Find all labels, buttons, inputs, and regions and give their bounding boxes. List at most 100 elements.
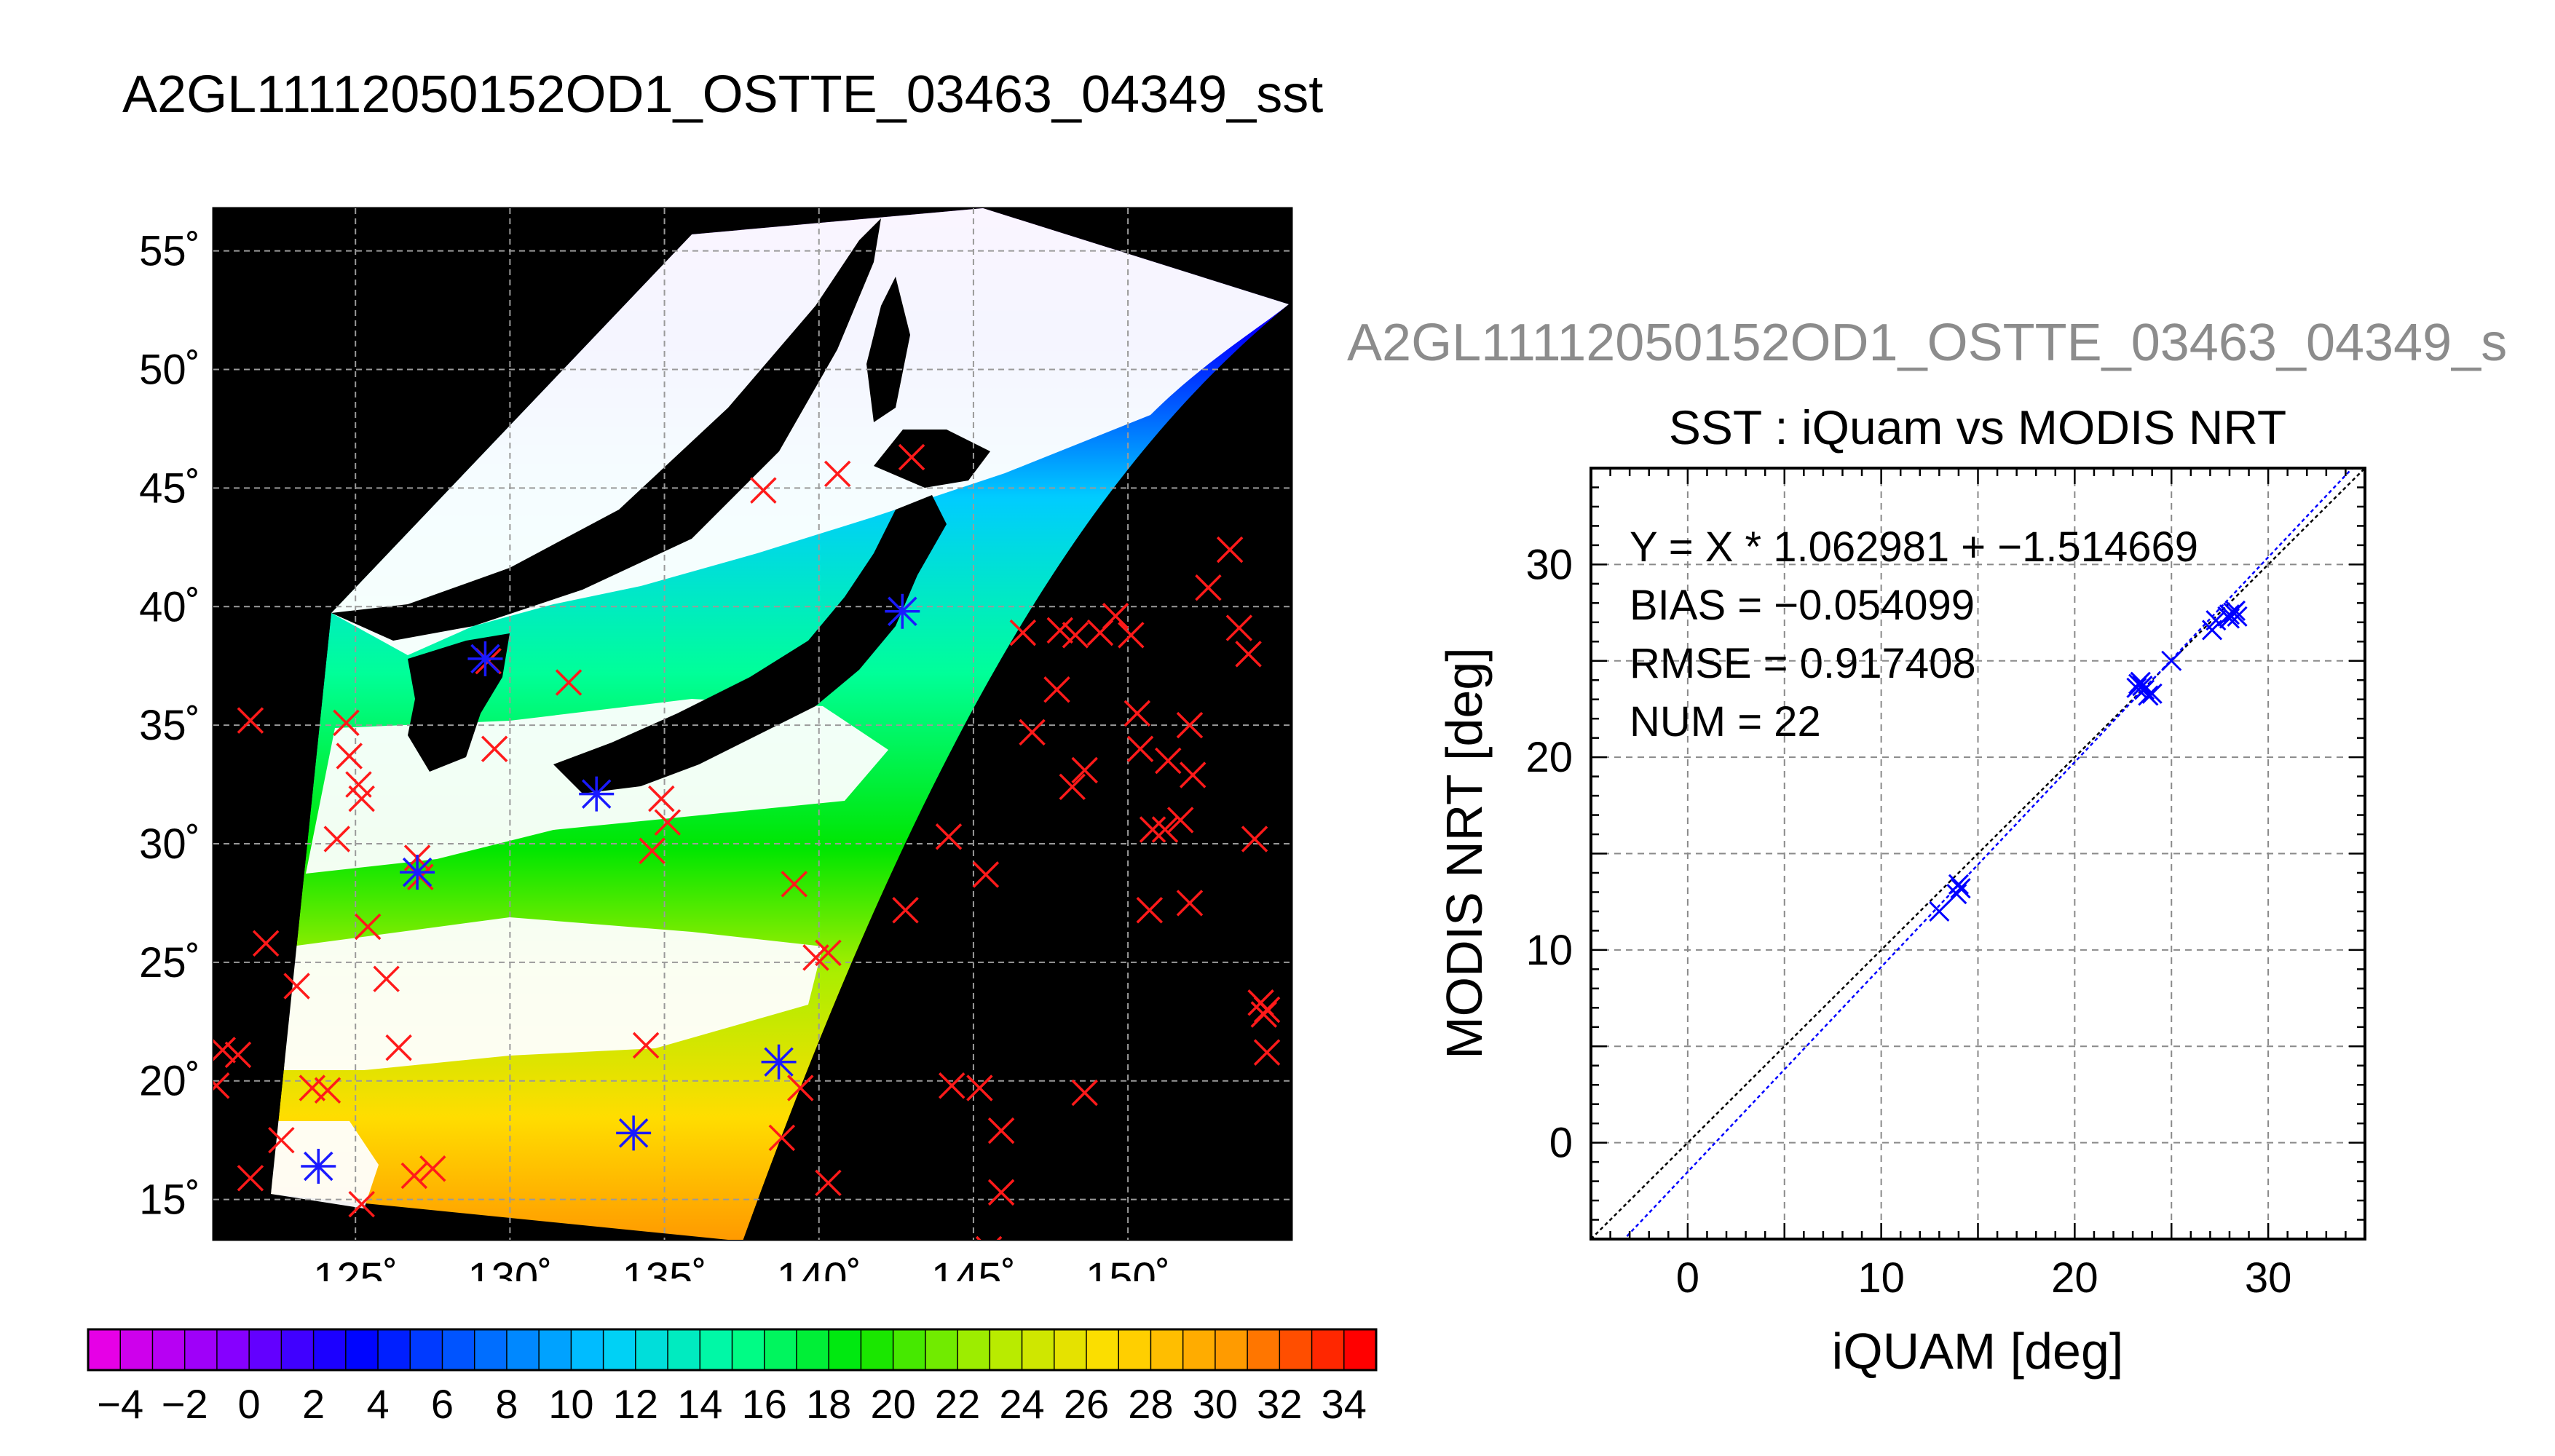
colorbar-cell [893,1329,926,1370]
scatter-point [1948,874,1969,895]
iquam-marker [815,1169,842,1197]
scatter-point [2161,650,2182,671]
iquam-marker [1176,711,1204,739]
cloud-mask [271,1121,379,1208]
colorbar-cell [506,1329,540,1370]
iquam-marker [419,1155,446,1182]
matchup-marker [616,1115,652,1151]
iquam-marker [1071,1079,1098,1107]
map-y-tick-label: 25˚ [139,939,200,986]
colorbar-cell [796,1329,829,1370]
iquam-marker [787,1075,814,1101]
iquam-marker [1216,536,1244,563]
regression-line [1623,468,2354,1239]
iquam-marker [268,1126,295,1154]
iquam-marker [1126,735,1154,762]
scatter-lines [1591,468,2365,1239]
colorbar-cell [700,1329,733,1370]
colorbar-label: 22 [935,1381,980,1427]
map-y-tick-label: 55˚ [139,228,200,275]
iquam-marker [1151,816,1179,843]
scatter-y-tick-label: 30 [1525,541,1573,588]
matchup-marker [885,593,920,629]
colorbar-label: 30 [1193,1381,1238,1427]
map-grid [213,208,1292,1240]
iquam-marker [213,1072,230,1099]
colorbar-cell [281,1329,315,1370]
land-sakhalin [866,277,910,422]
colorbar-label: 12 [613,1381,658,1427]
colorbar-cell [378,1329,411,1370]
colorbar-cell [184,1329,218,1370]
colorbar-label: 4 [366,1381,389,1427]
iquam-marker [1059,773,1086,801]
matchup-marker [400,855,435,890]
scatter-points [1929,600,2248,922]
iquam-markers [213,443,1281,1240]
map-y-tick-label: 35˚ [139,702,200,749]
iquam-marker [252,930,280,957]
colorbar-cells [88,1329,1377,1370]
iquam-marker [1176,890,1204,917]
colorbar-label: 0 [238,1381,261,1427]
iquam-marker [237,707,264,734]
x-axis-label: iQUAM [deg] [1832,1323,2124,1380]
colorbar-cell [990,1329,1023,1370]
sst-colorbar: −4 −2 0 2 4 6 8 10 12 14 16 18 20 22 24 26 28 30 32 34 [87,1328,1378,1427]
colorbar-cell [1215,1329,1248,1370]
map-y-tick-label: 20˚ [139,1058,200,1105]
colorbar-label: 20 [870,1381,915,1427]
iquam-marker [1046,617,1073,644]
matchup-marker [301,1149,336,1184]
colorbar-cell [313,1329,347,1370]
scatter-y-tick-label: 0 [1549,1120,1573,1167]
scatter-annotations: Y = X * 1.062981 + −1.514669 BIAS = −0.05… [1630,523,2198,745]
iquam-marker [385,1034,412,1061]
colorbar-label: 10 [548,1381,593,1427]
iquam-marker [555,669,583,696]
matchup-marker [579,776,615,812]
iquam-marker [1155,747,1182,775]
iquam-marker [323,826,350,852]
colorbar-cell [861,1329,894,1370]
map-axes: 125˚ 130˚ 135˚ 140˚ 145˚ 150˚ 15˚ 20˚ 25˚ 30˚ 35˚ 4… [139,228,1170,1281]
iquam-marker [213,1037,236,1064]
stats-annotation: NUM = 22 [1630,698,1821,745]
iquam-marker [224,1041,252,1069]
colorbar-cell [764,1329,797,1370]
iquam-marker [972,861,1000,888]
colorbar-cell [1118,1329,1152,1370]
map-x-tick-label: 130˚ [467,1254,552,1281]
iquam-marker [1139,816,1166,843]
colorbar-cell [603,1329,636,1370]
iquam-marker [1136,896,1164,924]
iquam-marker [935,823,963,850]
scatter-point [2138,685,2159,706]
iquam-marker [987,1179,1015,1206]
colorbar-cell [829,1329,861,1370]
iquam-marker [1166,807,1194,834]
iquam-marker [1179,761,1207,788]
scatter-point [1950,878,1971,899]
colorbar-cell [1279,1329,1313,1370]
scatter-point [2217,606,2238,627]
map-y-tick-label: 45˚ [139,464,200,512]
iquam-marker [987,1117,1015,1144]
colorbar-label: 28 [1128,1381,1173,1427]
map-y-tick-label: 30˚ [139,820,200,868]
map-y-tick-label: 50˚ [139,347,200,394]
scatter-point [2132,676,2153,697]
iquam-marker [1062,622,1089,649]
colorbar-label: 2 [302,1381,325,1427]
iquam-marker [336,743,363,769]
colorbar-cell [539,1329,572,1370]
scatter-point [2126,677,2147,698]
iquam-marker [1253,996,1281,1024]
iquam-marker [1235,641,1262,668]
colorbar-cell [120,1329,154,1370]
iquam-marker [314,1077,341,1104]
colorbar-labels: −4 −2 0 2 4 6 8 10 12 14 16 18 20 22 24 26 28 30 32 34 [97,1381,1367,1427]
iquam-marker [781,871,808,898]
scatter-ticks: 0 10 20 30 0 10 20 30 [1525,467,2366,1302]
colorbar-cell [1022,1329,1055,1370]
